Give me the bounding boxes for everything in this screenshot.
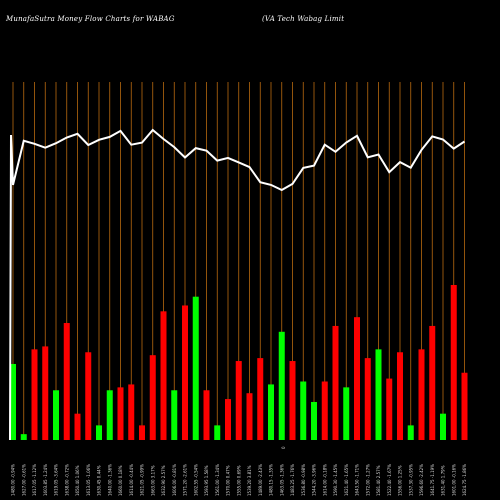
x-tick-label: 1624.75 -1.86%: [462, 464, 467, 496]
x-tick-label: 1570.00 0.47%: [226, 465, 231, 496]
volume-bar: [461, 372, 468, 440]
x-tick-label: 1489.00 -2.43%: [258, 464, 263, 496]
volume-bar: [235, 361, 242, 440]
x-tick-label: 1596.60 -2.42%: [419, 464, 424, 496]
x-tick-label: 1632.90 2.57%: [161, 465, 166, 496]
volume-bar: [278, 331, 285, 440]
volume-bar: [96, 425, 102, 440]
x-tick-label: 1621.05 -0.99%: [140, 464, 145, 496]
volume-bar: [192, 296, 199, 440]
x-tick-label: 1638.00 -0.72%: [64, 464, 69, 496]
volume-bar: [20, 434, 27, 440]
volume-bar: [74, 413, 81, 440]
x-tick-label: 1603.85 -1.24%: [43, 464, 48, 496]
x-tick-label: 1627.00 -0.61%: [21, 464, 26, 496]
volume-bar: [203, 390, 210, 440]
volume-bar: [10, 363, 16, 440]
x-tick-label: 1571.20 -2.61%: [183, 464, 188, 496]
x-tick-label: 1614.00 -0.18%: [322, 464, 327, 496]
x-tick-label: 1593.95 1.58%: [204, 465, 209, 496]
volume-bar: [160, 311, 167, 440]
x-tick-label: 1483.25 -1.76%: [290, 464, 295, 496]
volume-bar: [343, 387, 350, 440]
x-tick-label: 1631.40 1.79%: [441, 465, 446, 496]
x-tick-label: 1556.00 1.25%: [398, 465, 403, 496]
volume-bar: [311, 401, 317, 440]
chart-header-right: (VA Tech Wabag Limit: [262, 15, 345, 23]
volume-bar: [386, 378, 393, 440]
x-tick-label: 1590.30 -1.45%: [333, 464, 338, 496]
volume-bar: [214, 425, 221, 440]
chart-header-left: MunafaSutra Money Flow Charts for WABAG: [6, 15, 175, 23]
volume-bar: [364, 358, 371, 440]
volume-bar: [53, 390, 59, 440]
volume-bar: [300, 381, 307, 440]
volume-bar: [407, 425, 414, 440]
volume-bar: [418, 349, 425, 440]
x-tick-label: 1613.05 -1.06%: [86, 464, 91, 496]
x-tick-label: 1539.20 3.81%: [247, 465, 252, 496]
volume-bar: [257, 358, 264, 440]
x-tick-label: 1602.55 -0.54%: [193, 464, 198, 496]
volume-bar: [354, 317, 360, 440]
x-tick-label: 1463.05 -1.36%: [279, 464, 284, 496]
volume-bar: [289, 361, 296, 440]
x-tick-label: 1544.20 -3.96%: [312, 464, 317, 496]
x-tick-label: 1617.05 -1.12%: [32, 464, 37, 496]
volume-bar: [85, 352, 92, 440]
volume-bar: [171, 390, 178, 440]
volume-bar: [397, 352, 403, 440]
volume-bar: [321, 381, 328, 440]
volume-bar: [63, 323, 70, 440]
volume-bar: [149, 355, 156, 440]
volume-bar: [182, 305, 188, 440]
x-tick-label: 1480.15 -1.35%: [269, 464, 274, 496]
x-tick-label: 1536.80 -0.98%: [301, 464, 306, 496]
volume-bar: [31, 349, 38, 440]
x-tick-label: 1614.00 -0.44%: [129, 464, 134, 496]
x-tick-label: 1581.40 2.57%: [376, 465, 381, 496]
x-tick-label: 1572.00 -1.27%: [365, 464, 370, 496]
volume-bar: [128, 384, 135, 440]
price-line: [9, 128, 466, 441]
volume-bar: [225, 399, 231, 440]
x-tick-label: 1660.00 0.18%: [118, 465, 123, 496]
x-tick-label: 1561.00 -1.34%: [215, 464, 220, 496]
x-axis-labels: 1480.00 -0.94% 1627.00 -0.61% 1617.05 -1.1…: [11, 446, 468, 496]
volume-bar: [117, 387, 124, 440]
volume-bar: [429, 325, 436, 440]
x-tick-label: 1641.75 -1.19%: [430, 464, 435, 496]
volume-bar: [268, 384, 274, 440]
x-tick-label: 1630.45 0.44%: [97, 465, 102, 496]
volume-bar: [106, 390, 113, 440]
x-tick-label: 1619.05 -3.64%: [54, 464, 59, 496]
x-tick-label: 1650.40 1.06%: [75, 465, 80, 496]
x-tick-label: 1606.00 -0.81%: [172, 464, 177, 496]
x-tick-label: 1640.00 -1.36%: [107, 464, 112, 496]
x-tick-label: 1480.00 -0.94%: [11, 464, 16, 496]
x-tick-label: 1522.40 -1.67%: [387, 464, 392, 496]
x-tick-label: 1663.00 3.17%: [150, 465, 155, 496]
volume-bar: [246, 393, 253, 440]
x-tick-label: 1621.40 -1.65%: [344, 464, 349, 496]
x-axis-marker: 0: [281, 446, 286, 449]
volume-bar: [139, 425, 145, 440]
x-tick-label: 1601.00 -0.16%: [451, 464, 456, 496]
x-tick-label: 1643.50 -1.71%: [355, 464, 360, 496]
volume-bar: [42, 346, 49, 440]
volume-bar: [375, 349, 382, 440]
x-tick-label: 1555.00 0.69%: [236, 465, 241, 496]
x-tick-label: 1537.30 -0.95%: [408, 464, 413, 496]
volume-bars: [10, 285, 468, 440]
volume-bar: [440, 413, 446, 440]
volume-bar: [332, 325, 339, 440]
volume-bar: [450, 285, 457, 440]
